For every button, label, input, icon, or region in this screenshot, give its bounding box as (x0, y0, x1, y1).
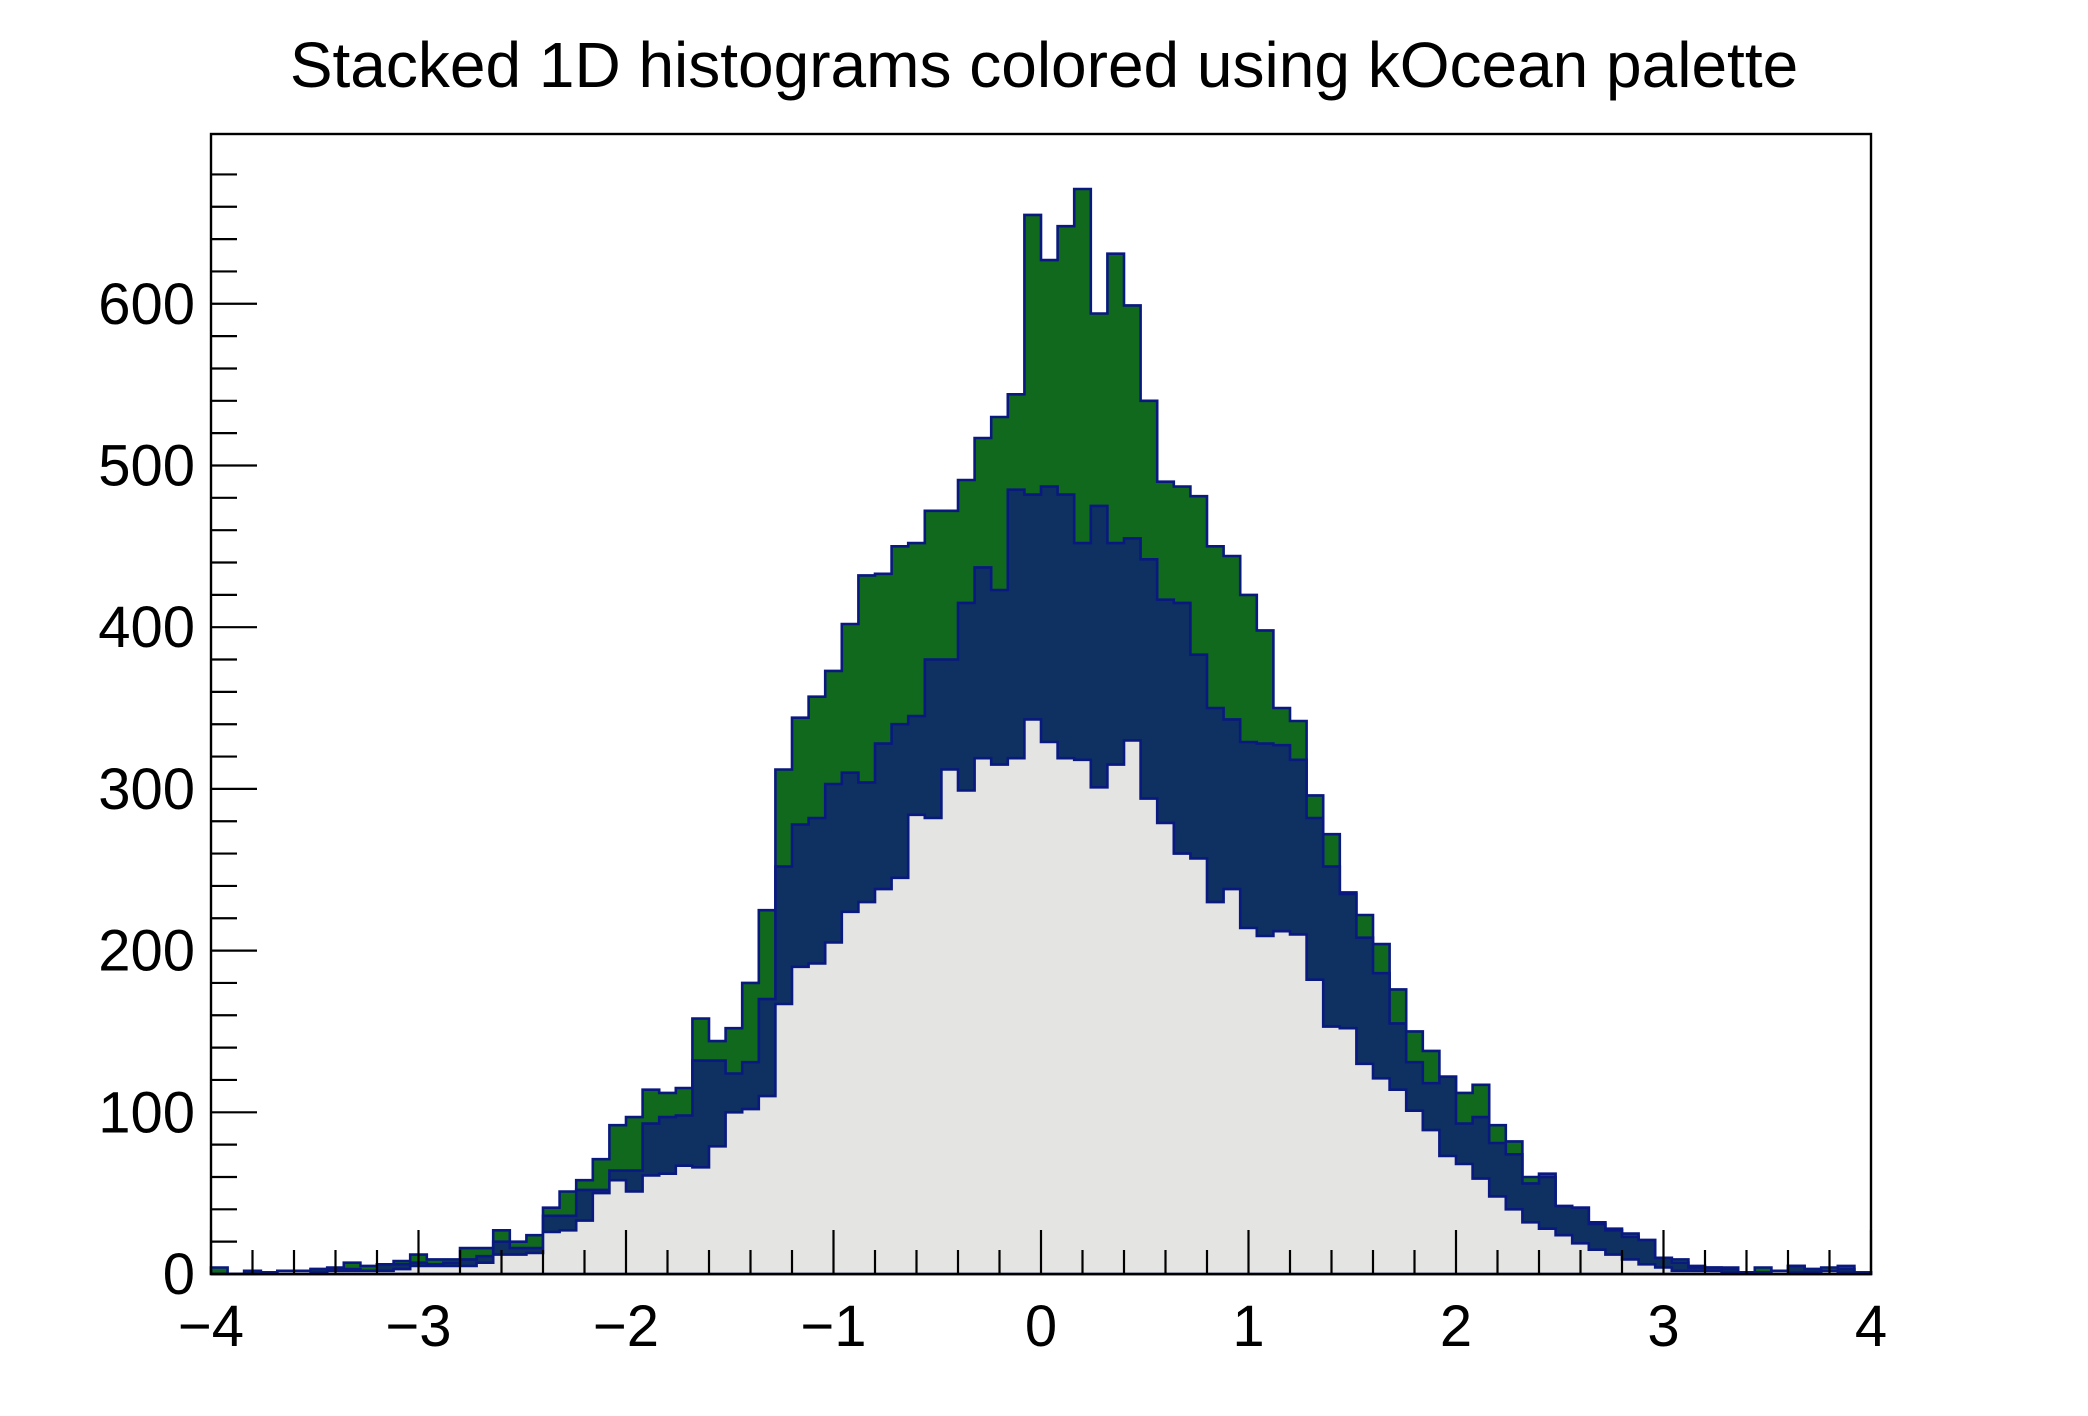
axis-ticks-layer (209, 173, 1873, 1276)
y-tick-label: 300 (98, 757, 195, 822)
x-tick-label: 2 (1440, 1294, 1472, 1359)
axis-labels-layer: 0 100 200 300 400 500 600 −4 −3 −2 −1 0 1 2 3 4 (98, 272, 1887, 1359)
y-tick-label: 500 (98, 433, 195, 498)
y-tick-label: 0 (163, 1242, 195, 1307)
x-tick-label: −2 (593, 1294, 659, 1359)
y-tick-label: 400 (98, 595, 195, 660)
x-tick-label: −1 (800, 1294, 866, 1359)
series-gray-area (211, 718, 1871, 1276)
x-tick-label: 4 (1855, 1294, 1887, 1359)
y-tick-label: 200 (98, 919, 195, 984)
stacked-series-layer (209, 187, 1873, 1276)
x-tick-label: 0 (1025, 1294, 1057, 1359)
x-tick-label: −4 (178, 1294, 244, 1359)
chart-title: Stacked 1D histograms colored using kOce… (289, 29, 1799, 101)
y-tick-label: 100 (98, 1080, 195, 1145)
x-tick-label: 1 (1232, 1294, 1264, 1359)
x-tick-label: −3 (385, 1294, 451, 1359)
x-tick-label: 3 (1647, 1294, 1679, 1359)
y-tick-label: 600 (98, 272, 195, 337)
